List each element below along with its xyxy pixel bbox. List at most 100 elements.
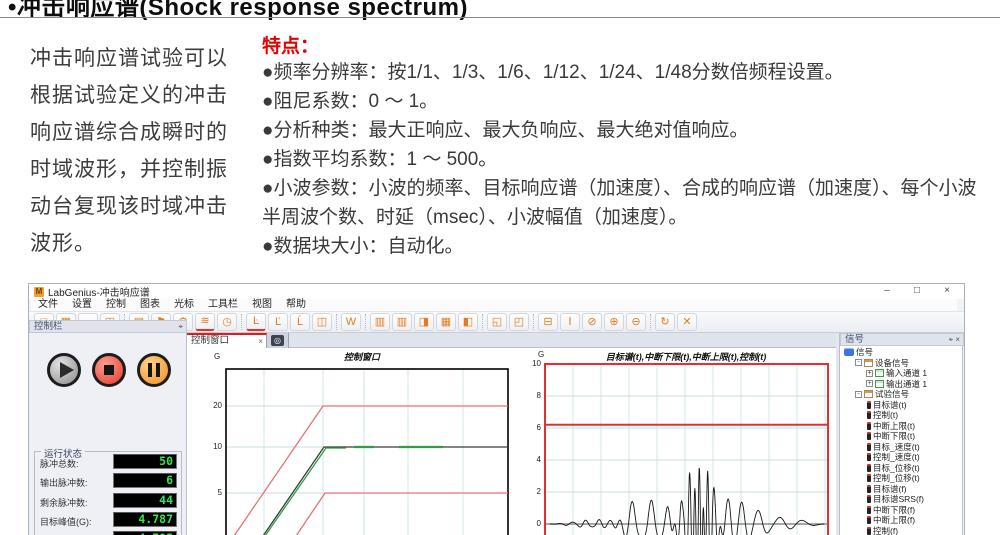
tree-item[interactable]: - 设备信号 bbox=[842, 358, 962, 369]
tab-close-icon[interactable]: × bbox=[258, 337, 263, 346]
intro-line: 波形。 bbox=[30, 232, 96, 255]
menu-item-视图[interactable]: 视图 bbox=[252, 299, 272, 310]
layout-two-icon[interactable]: ▥ bbox=[392, 313, 412, 331]
status-label: 输出脉冲数: bbox=[40, 478, 88, 489]
tree-item-label: 控制_位移(t) bbox=[873, 473, 920, 483]
tab-label: 控制窗口 bbox=[191, 335, 230, 346]
cursor-peak-icon[interactable]: Ŀ bbox=[246, 313, 266, 331]
layout-grid-icon[interactable]: ▦ bbox=[436, 313, 456, 331]
menu-item-设置[interactable]: 设置 bbox=[72, 299, 92, 310]
menu-item-控制[interactable]: 控制 bbox=[106, 299, 126, 310]
tree-item[interactable]: 目标谱(f) bbox=[842, 484, 962, 495]
feature-item: ●指数平均系数：1 ～ 500。 bbox=[262, 149, 498, 170]
tree-item[interactable]: 信号 bbox=[842, 347, 962, 358]
layout-single-icon[interactable]: ▥ bbox=[370, 313, 390, 331]
tree-item[interactable]: 中断下限(t) bbox=[842, 431, 962, 442]
menu-item-工具栏[interactable]: 工具栏 bbox=[208, 299, 238, 310]
tab-snapshot[interactable]: ◎ bbox=[267, 333, 289, 348]
layout-split-icon[interactable]: ◨ bbox=[414, 313, 434, 331]
pause-icon bbox=[156, 363, 160, 377]
y-tick-label: 0 bbox=[536, 519, 541, 528]
menu-item-文件[interactable]: 文件 bbox=[38, 299, 58, 310]
tree-item[interactable]: + 输出通道 1 bbox=[842, 379, 962, 390]
pause-button[interactable] bbox=[137, 353, 171, 387]
tree-item[interactable]: 中断下限(f) bbox=[842, 505, 962, 516]
zoom-in-icon[interactable]: ⊕ bbox=[604, 313, 624, 331]
window-tile-icon[interactable]: ◰ bbox=[509, 313, 529, 331]
tree-item[interactable]: 控制_速度(t) bbox=[842, 452, 962, 463]
x-expand-icon[interactable]: ⊟ bbox=[538, 313, 558, 331]
tree-item-label: 控制_速度(t) bbox=[873, 452, 920, 462]
expand-icon[interactable]: + bbox=[866, 380, 873, 388]
layout-edit-icon[interactable]: ◧ bbox=[458, 313, 478, 331]
feature-item: ●频率分辨率：按1/1、1/3、1/6、1/12、1/24、1/48分数倍频程设… bbox=[262, 62, 844, 83]
transducer-icon bbox=[867, 484, 871, 493]
cursor-b-icon[interactable]: Ĺ bbox=[290, 313, 310, 331]
pin-icon[interactable]: ⌖ bbox=[948, 335, 954, 344]
stop-button[interactable] bbox=[92, 353, 126, 387]
toolbar-separator bbox=[533, 314, 534, 330]
signal-panel: 信号 ⌖ × 信号 - 设备信号 + 输入通道 1 + 输出通道 1- 试验信号 目标谱(t) 控… bbox=[839, 333, 964, 535]
tree-item[interactable]: - 试验信号 bbox=[842, 389, 962, 400]
minimize-button[interactable]: – bbox=[884, 285, 890, 296]
close-icon[interactable]: × bbox=[955, 335, 960, 344]
cursor-a-icon[interactable]: Ľ bbox=[268, 313, 288, 331]
collapse-icon[interactable]: - bbox=[855, 390, 862, 398]
profile-icon[interactable]: ≋ bbox=[195, 313, 215, 331]
tree-item[interactable]: 目标_位移(t) bbox=[842, 463, 962, 474]
menu-item-光标[interactable]: 光标 bbox=[174, 299, 194, 310]
menu-item-帮助[interactable]: 帮助 bbox=[286, 299, 306, 310]
tree-item[interactable]: 控制(f) bbox=[842, 526, 962, 535]
window-cascade-icon[interactable]: ◱ bbox=[487, 313, 507, 331]
y-tick-label: 10 bbox=[532, 359, 541, 368]
tree-item[interactable]: 控制_位移(t) bbox=[842, 473, 962, 484]
control-window-chart: 控制窗口 G 20 10 5 bbox=[188, 348, 536, 535]
tree-item[interactable]: 目标_速度(t) bbox=[842, 442, 962, 453]
maximize-button[interactable]: □ bbox=[913, 285, 921, 296]
pin-icon[interactable]: ⌖ bbox=[178, 322, 183, 331]
status-row: 脉冲总数: 50 bbox=[39, 454, 179, 469]
control-bar-panel: 控制栏 ⌖ 运行状态 脉冲总数: 50 输出脉冲数: 6 剩余脉冲数: 44 目标峰值(G)… bbox=[29, 320, 187, 535]
run-status-label: 运行状态 bbox=[41, 446, 86, 460]
collapse-icon[interactable]: - bbox=[855, 359, 862, 367]
window-title: LabGenius-冲击响应谱 bbox=[48, 288, 150, 299]
y-expand-icon[interactable]: Ⅰ bbox=[560, 313, 580, 331]
transducer-icon bbox=[867, 463, 871, 472]
refresh-icon[interactable]: ↻ bbox=[655, 313, 675, 331]
play-button[interactable] bbox=[47, 353, 81, 387]
menu-item-图表[interactable]: 图表 bbox=[140, 299, 160, 310]
tree-item[interactable]: 中断上限(f) bbox=[842, 515, 962, 526]
tree-item[interactable]: + 输入通道 1 bbox=[842, 368, 962, 379]
channel-icon bbox=[875, 369, 884, 378]
signal-panel-header: 信号 ⌖ × bbox=[840, 333, 964, 346]
chart2-title: 目标谱(t),中断下限(t),中断上限(t),控制(t) bbox=[605, 352, 767, 362]
toolbar-separator bbox=[650, 314, 651, 330]
tree-item[interactable]: 目标谱(t) bbox=[842, 400, 962, 411]
features-block: 特点： ●频率分辨率：按1/1、1/3、1/6、1/12、1/24、1/48分数… bbox=[262, 36, 994, 261]
zoom-out-icon[interactable]: ⊖ bbox=[626, 313, 646, 331]
slope-icon[interactable]: ⊘ bbox=[582, 313, 602, 331]
status-row: 输出脉冲数: 6 bbox=[39, 473, 179, 489]
transducer-icon bbox=[867, 495, 871, 504]
fit-icon[interactable]: ✕ bbox=[677, 313, 697, 331]
toolbar-separator bbox=[336, 314, 337, 330]
tree-item[interactable]: 目标谱SRS(f) bbox=[842, 494, 962, 505]
transport-buttons bbox=[29, 353, 187, 393]
tree-item[interactable]: 中断上限(t) bbox=[842, 421, 962, 432]
tree-item-label: 中断下限(f) bbox=[873, 504, 916, 515]
target-spectrum-chart: 目标谱(t),中断下限(t),中断上限(t),控制(t) G 10 8 6 4 2 0 bbox=[532, 348, 835, 535]
word-report-icon[interactable]: W bbox=[341, 313, 361, 331]
title-bar[interactable]: M LabGenius-冲击响应谱 – □ × bbox=[29, 284, 964, 299]
close-button[interactable]: × bbox=[944, 285, 950, 296]
tree-item-label: 中断上限(t) bbox=[873, 420, 916, 431]
status-value-display: 44 bbox=[113, 492, 177, 508]
y-tick-label: 6 bbox=[536, 423, 541, 432]
schedule-icon[interactable]: ◷ bbox=[217, 313, 237, 331]
copy-chart-icon[interactable]: ◫ bbox=[312, 313, 332, 331]
chart2-y-unit: G bbox=[538, 350, 545, 359]
transducer-icon bbox=[867, 526, 871, 535]
tree-item[interactable]: 控制(t) bbox=[842, 410, 962, 421]
tab-control-window[interactable]: 控制窗口 × bbox=[187, 333, 267, 348]
panel-splitter[interactable] bbox=[836, 333, 839, 535]
expand-icon[interactable]: + bbox=[866, 369, 873, 377]
